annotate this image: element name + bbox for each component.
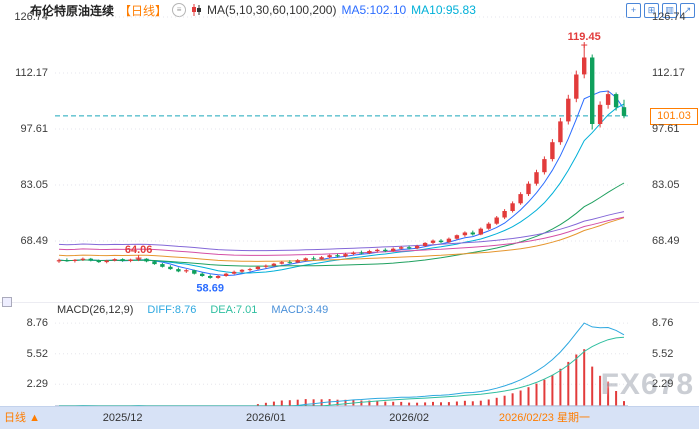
panel-divider [0,302,699,303]
ma60-line [58,217,625,262]
period-selector[interactable]: 日线 ▲ [4,407,40,429]
macd-dea-value: DEA:7.01 [210,304,258,316]
price-annotation: 58.69 [196,283,224,295]
price-tick-left: 126.74 [14,11,48,23]
macd-tick-right: 2.29 [652,378,674,391]
macd-macd-value: MACD:3.49 [271,304,329,316]
price-chart-panel[interactable]: 119.45 64.06 58.69 [55,14,628,304]
macd-tick-left: 8.76 [26,317,48,330]
ma-settings-label: MA(5,10,30,60,100,200) [207,3,337,17]
x-axis-label: 2026/02/23 星期一 [498,412,590,424]
grid-icon[interactable]: ⊞ [644,3,659,18]
macd-tick-left: 5.52 [26,347,48,360]
price-tick-right: 83.05 [652,179,680,192]
period-tag: 【日线】 [119,3,168,18]
macd-title: MACD(26,12,9) [57,304,134,316]
crosshair-icon[interactable]: + [626,3,641,18]
price-tick-right: 112.17 [652,67,685,80]
chart-toolbar: + ⊞ ▥ ↗ [626,3,695,18]
candles-layer [56,45,627,279]
macd-header: MACD(26,12,9) DIFF:8.76 DEA:7.01 MACD:3.… [57,304,328,316]
symbol-title: 布伦特原油连续 [30,3,115,18]
price-chart-svg[interactable]: 119.45 64.06 58.69 [55,14,628,304]
price-tick-right: 68.49 [652,235,680,248]
panel-handle-icon[interactable] [2,297,12,307]
price-tick-left: 97.61 [20,123,48,136]
chevron-up-icon: ▲ [29,412,40,424]
expand-icon[interactable]: ↗ [680,3,695,18]
current-price-tag: 101.03 [650,107,698,125]
diff-line [59,322,625,407]
ma30-line [58,182,625,267]
chart-header: 布伦特原油连续 【日线】 ≡ MA(5,10,30,60,100,200) MA… [30,2,476,18]
macd-diff-value: DIFF:8.76 [147,304,197,316]
x-axis-label: 2025/12 [102,412,143,424]
price-annotation: 64.06 [125,244,153,256]
time-axis-bar: 日线 ▲ 2025/12 2026/01 2026/02 2026/02/23 星期一 [0,406,699,429]
ma200-line [58,211,625,252]
macd-tick-left: 2.29 [26,378,48,391]
price-tick-left: 112.17 [15,67,48,80]
candlestick-icon [191,4,202,16]
macd-chart-panel[interactable] [55,318,628,407]
x-axis-label: 2026/01 [246,412,286,424]
price-annotation: 119.45 [568,31,601,43]
price-tick-left: 68.49 [20,235,48,248]
x-axis-label: 2026/02 [389,412,430,424]
price-tick-right: 97.61 [652,123,680,136]
panes-icon[interactable]: ▥ [662,3,677,18]
macd-tick-right: 8.76 [652,317,674,330]
ma5-value: MA5:102.10 [341,3,407,17]
macd-tick-right: 5.52 [652,347,674,360]
price-tick-right: 126.74 [652,11,686,23]
watermark: FX678 [600,368,694,401]
ma10-value: MA10:95.83 [411,3,476,17]
period-selector-label: 日线 [4,412,26,424]
price-tick-left: 83.05 [20,179,48,192]
macd-chart-svg[interactable] [55,318,628,407]
dea-line [59,336,625,407]
ma100-line [58,216,625,256]
